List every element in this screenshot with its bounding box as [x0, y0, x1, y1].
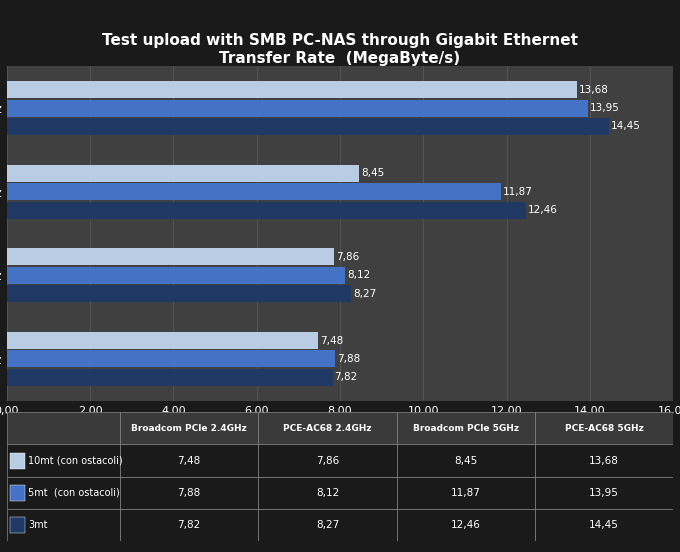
Text: Broadcom PCle 5GHz: Broadcom PCle 5GHz	[413, 424, 519, 433]
Text: 7,82: 7,82	[177, 520, 201, 530]
Text: 13,95: 13,95	[590, 103, 619, 113]
Text: 7,82: 7,82	[335, 372, 358, 383]
Text: 7,48: 7,48	[320, 336, 343, 346]
Bar	[7, 267, 345, 284]
FancyBboxPatch shape	[396, 509, 535, 541]
Bar	[7, 165, 359, 182]
Bar	[7, 183, 501, 200]
FancyBboxPatch shape	[7, 476, 120, 509]
FancyBboxPatch shape	[7, 509, 120, 541]
Text: 7,48: 7,48	[177, 455, 201, 465]
Text: PCE-AC68 5GHz: PCE-AC68 5GHz	[564, 424, 643, 433]
Bar	[7, 248, 334, 266]
FancyBboxPatch shape	[120, 509, 258, 541]
Text: 11,87: 11,87	[503, 187, 533, 197]
Text: 8,27: 8,27	[316, 520, 339, 530]
FancyBboxPatch shape	[396, 476, 535, 509]
FancyBboxPatch shape	[396, 444, 535, 476]
FancyBboxPatch shape	[258, 412, 396, 444]
Text: 11,87: 11,87	[451, 488, 481, 498]
Bar	[7, 118, 609, 135]
FancyBboxPatch shape	[120, 476, 258, 509]
Bar	[7, 81, 577, 98]
FancyBboxPatch shape	[10, 485, 24, 501]
FancyBboxPatch shape	[535, 476, 673, 509]
Text: 3mt: 3mt	[28, 520, 48, 530]
Text: 8,45: 8,45	[454, 455, 477, 465]
FancyBboxPatch shape	[120, 444, 258, 476]
Text: 13,68: 13,68	[579, 84, 609, 94]
Text: 14,45: 14,45	[611, 121, 641, 131]
Text: 8,45: 8,45	[361, 168, 384, 178]
Bar	[7, 369, 333, 386]
Text: 7,86: 7,86	[316, 455, 339, 465]
FancyBboxPatch shape	[258, 476, 396, 509]
Text: 12,46: 12,46	[528, 205, 558, 215]
FancyBboxPatch shape	[10, 517, 24, 533]
Text: 10mt (con ostacoli): 10mt (con ostacoli)	[28, 455, 123, 465]
FancyBboxPatch shape	[7, 412, 120, 444]
FancyBboxPatch shape	[535, 509, 673, 541]
FancyBboxPatch shape	[7, 444, 120, 476]
Text: 13,95: 13,95	[589, 488, 619, 498]
Bar	[7, 285, 352, 302]
FancyBboxPatch shape	[258, 444, 396, 476]
Bar	[7, 99, 588, 116]
Text: 8,27: 8,27	[354, 289, 377, 299]
FancyBboxPatch shape	[535, 412, 673, 444]
Text: 14,45: 14,45	[589, 520, 619, 530]
Text: Test upload with SMB PC-NAS through Gigabit Ethernet
Transfer Rate  (MegaByte/s): Test upload with SMB PC-NAS through Giga…	[102, 34, 578, 66]
Text: 8,12: 8,12	[347, 270, 371, 280]
Text: 12,46: 12,46	[451, 520, 481, 530]
Text: 7,86: 7,86	[336, 252, 360, 262]
FancyBboxPatch shape	[535, 444, 673, 476]
Text: 7,88: 7,88	[337, 354, 360, 364]
FancyBboxPatch shape	[10, 453, 24, 469]
Text: 7,88: 7,88	[177, 488, 201, 498]
FancyBboxPatch shape	[396, 412, 535, 444]
FancyBboxPatch shape	[258, 509, 396, 541]
Text: 8,12: 8,12	[316, 488, 339, 498]
Text: Broadcom PCle 2.4GHz: Broadcom PCle 2.4GHz	[131, 424, 247, 433]
Text: PCE-AC68 2.4GHz: PCE-AC68 2.4GHz	[284, 424, 372, 433]
Text: 5mt  (con ostacoli): 5mt (con ostacoli)	[28, 488, 120, 498]
FancyBboxPatch shape	[120, 412, 258, 444]
Bar	[7, 351, 335, 368]
Bar	[7, 332, 318, 349]
Bar	[7, 201, 526, 219]
Text: 13,68: 13,68	[589, 455, 619, 465]
